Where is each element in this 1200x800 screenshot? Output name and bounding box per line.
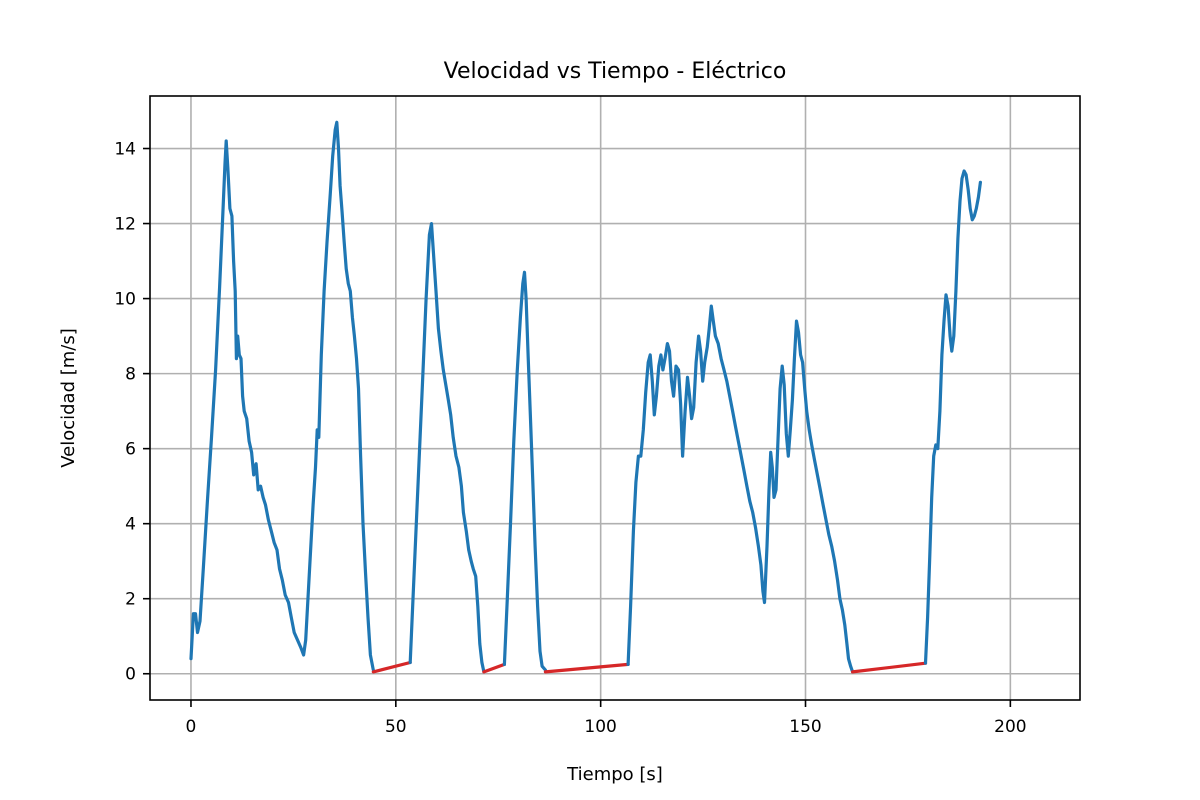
velocity-segment-line-4 [502,270,548,672]
plot-frame [149,95,1081,701]
grid [150,96,1080,700]
x-tick-label: 200 [994,717,1026,737]
y-tick-label: 12 [114,215,136,235]
stopped-segment-line-5 [543,662,630,674]
stopped-segment-line-3 [482,662,506,674]
y-tick-label: 14 [114,140,136,160]
stopped-segment-line-7 [850,661,928,674]
x-tick-label: 50 [385,717,407,737]
velocity-segment-line-2 [408,222,486,674]
y-tick-label: 6 [125,440,136,460]
chart-title: Velocidad vs Tiempo - Eléctrico [444,59,787,84]
y-tick-label: 8 [125,365,136,385]
velocity-segment-line-0 [189,120,375,672]
x-tick-label: 150 [789,717,821,737]
velocity-segment-line-8 [923,169,983,665]
y-tick-label: 2 [125,590,136,610]
stopped-segment-line-1 [371,660,412,674]
y-tick-label: 4 [125,515,136,535]
plot-series [189,120,983,674]
velocity-segment-line-6 [626,304,855,674]
y-tick-label: 0 [125,665,136,685]
x-tick-label: 100 [584,717,616,737]
y-axis-label: Velocidad [m/s] [58,328,79,468]
x-tick-label: 0 [186,717,197,737]
x-axis-label: Tiempo [s] [566,764,663,785]
y-tick-label: 10 [114,290,136,310]
axis-ticks: 0 50 100 150 200 0 2 4 6 8 10 12 14 [114,140,1026,737]
